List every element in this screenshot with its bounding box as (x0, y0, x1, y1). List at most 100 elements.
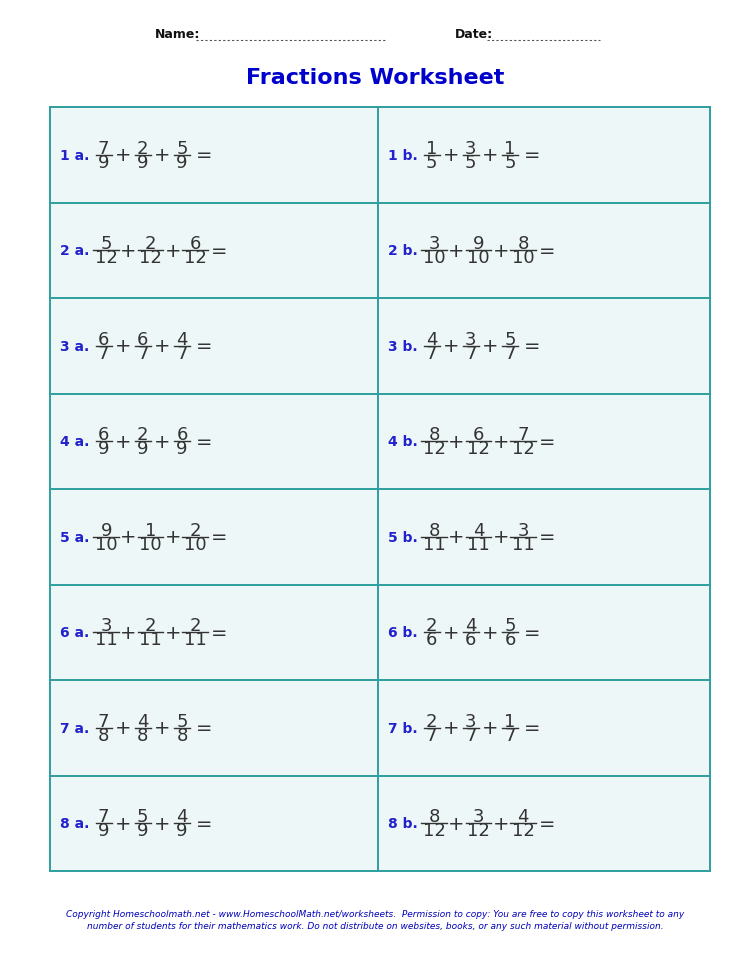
Text: 5 a.: 5 a. (60, 530, 89, 545)
Text: 5: 5 (101, 234, 112, 253)
Text: 6: 6 (505, 631, 516, 648)
Text: 8 b.: 8 b. (388, 817, 418, 830)
Text: 1: 1 (505, 140, 516, 157)
Text: +: + (115, 814, 131, 833)
Text: +: + (120, 528, 137, 547)
Text: 7: 7 (426, 345, 437, 362)
Text: 7: 7 (137, 345, 149, 362)
Text: 7 b.: 7 b. (388, 721, 418, 735)
Text: 3: 3 (465, 330, 477, 348)
Text: =: = (211, 623, 228, 642)
Text: 6: 6 (189, 234, 201, 253)
Text: 8: 8 (176, 726, 188, 744)
Text: 9: 9 (98, 822, 110, 839)
Text: +: + (448, 432, 465, 452)
Text: +: + (120, 241, 137, 261)
Text: +: + (443, 718, 460, 737)
Text: =: = (523, 337, 540, 356)
Bar (378, 394, 710, 489)
Text: +: + (115, 718, 131, 737)
Bar (50, 489, 378, 585)
Text: =: = (523, 718, 540, 737)
Text: 12: 12 (467, 822, 490, 839)
Text: +: + (154, 432, 170, 452)
Text: 12: 12 (423, 822, 445, 839)
Text: 9: 9 (176, 440, 188, 458)
Text: 2: 2 (426, 712, 437, 730)
Text: 4: 4 (517, 807, 529, 826)
Text: =: = (211, 528, 228, 547)
Text: 11: 11 (95, 631, 118, 648)
Text: 10: 10 (95, 535, 117, 553)
Text: 12: 12 (467, 440, 490, 458)
Text: +: + (443, 623, 460, 642)
Text: 1 a.: 1 a. (60, 148, 89, 163)
Text: +: + (482, 146, 499, 165)
Text: Fractions Worksheet: Fractions Worksheet (246, 68, 504, 88)
Text: 8: 8 (98, 726, 110, 744)
Text: 9: 9 (137, 440, 149, 458)
Bar (50, 585, 378, 680)
Text: 11: 11 (511, 535, 535, 553)
Text: +: + (493, 432, 509, 452)
Text: 2 b.: 2 b. (388, 244, 418, 258)
Bar (50, 394, 378, 489)
Text: 7: 7 (504, 726, 516, 744)
Text: 9: 9 (137, 822, 149, 839)
Text: 4 b.: 4 b. (388, 435, 418, 449)
Text: =: = (523, 146, 540, 165)
Text: 5: 5 (504, 154, 516, 172)
Bar (378, 776, 710, 871)
Text: 1: 1 (426, 140, 437, 157)
Text: 12: 12 (183, 249, 207, 267)
Text: 3: 3 (517, 521, 529, 539)
Text: +: + (493, 528, 509, 547)
Text: 11: 11 (423, 535, 445, 553)
Text: 5: 5 (137, 807, 149, 826)
Text: +: + (115, 432, 131, 452)
Bar (50, 776, 378, 871)
Text: +: + (154, 146, 170, 165)
Bar (378, 585, 710, 680)
Text: 6 a.: 6 a. (60, 626, 89, 640)
Text: 3: 3 (101, 616, 112, 635)
Text: 7: 7 (517, 425, 529, 444)
Text: 5: 5 (176, 140, 188, 157)
Text: 2: 2 (189, 521, 201, 539)
Text: 6: 6 (473, 425, 484, 444)
Text: =: = (195, 146, 212, 165)
Text: =: = (195, 337, 212, 356)
Text: 12: 12 (139, 249, 162, 267)
Text: 4: 4 (473, 521, 484, 539)
Text: Name:: Name: (155, 28, 201, 42)
Text: 9: 9 (101, 521, 112, 539)
Text: =: = (539, 528, 556, 547)
Bar (378, 489, 710, 585)
Text: 9: 9 (176, 154, 188, 172)
Text: 6: 6 (465, 631, 476, 648)
Text: 4: 4 (426, 330, 437, 348)
Text: 12: 12 (511, 822, 535, 839)
Text: 7: 7 (98, 140, 110, 157)
Text: 2: 2 (426, 616, 437, 635)
Text: 8: 8 (429, 807, 440, 826)
Text: 5: 5 (426, 154, 437, 172)
Text: 2: 2 (137, 140, 149, 157)
Text: 1: 1 (145, 521, 156, 539)
Text: +: + (448, 528, 465, 547)
Text: =: = (195, 814, 212, 833)
Text: 11: 11 (139, 631, 162, 648)
Text: 7: 7 (98, 345, 110, 362)
Text: 7: 7 (98, 807, 110, 826)
Bar (50, 108, 710, 871)
Text: 3: 3 (473, 807, 484, 826)
Text: =: = (523, 623, 540, 642)
Text: 8: 8 (137, 726, 149, 744)
Text: Copyright Homeschoolmath.net - www.HomeschoolMath.net/worksheets.  Permission to: Copyright Homeschoolmath.net - www.Homes… (66, 909, 684, 918)
Text: 10: 10 (423, 249, 445, 267)
Text: 6 b.: 6 b. (388, 626, 418, 640)
Text: 10: 10 (184, 535, 207, 553)
Text: 2 a.: 2 a. (60, 244, 89, 258)
Text: 9: 9 (98, 440, 110, 458)
Text: 9: 9 (137, 154, 149, 172)
